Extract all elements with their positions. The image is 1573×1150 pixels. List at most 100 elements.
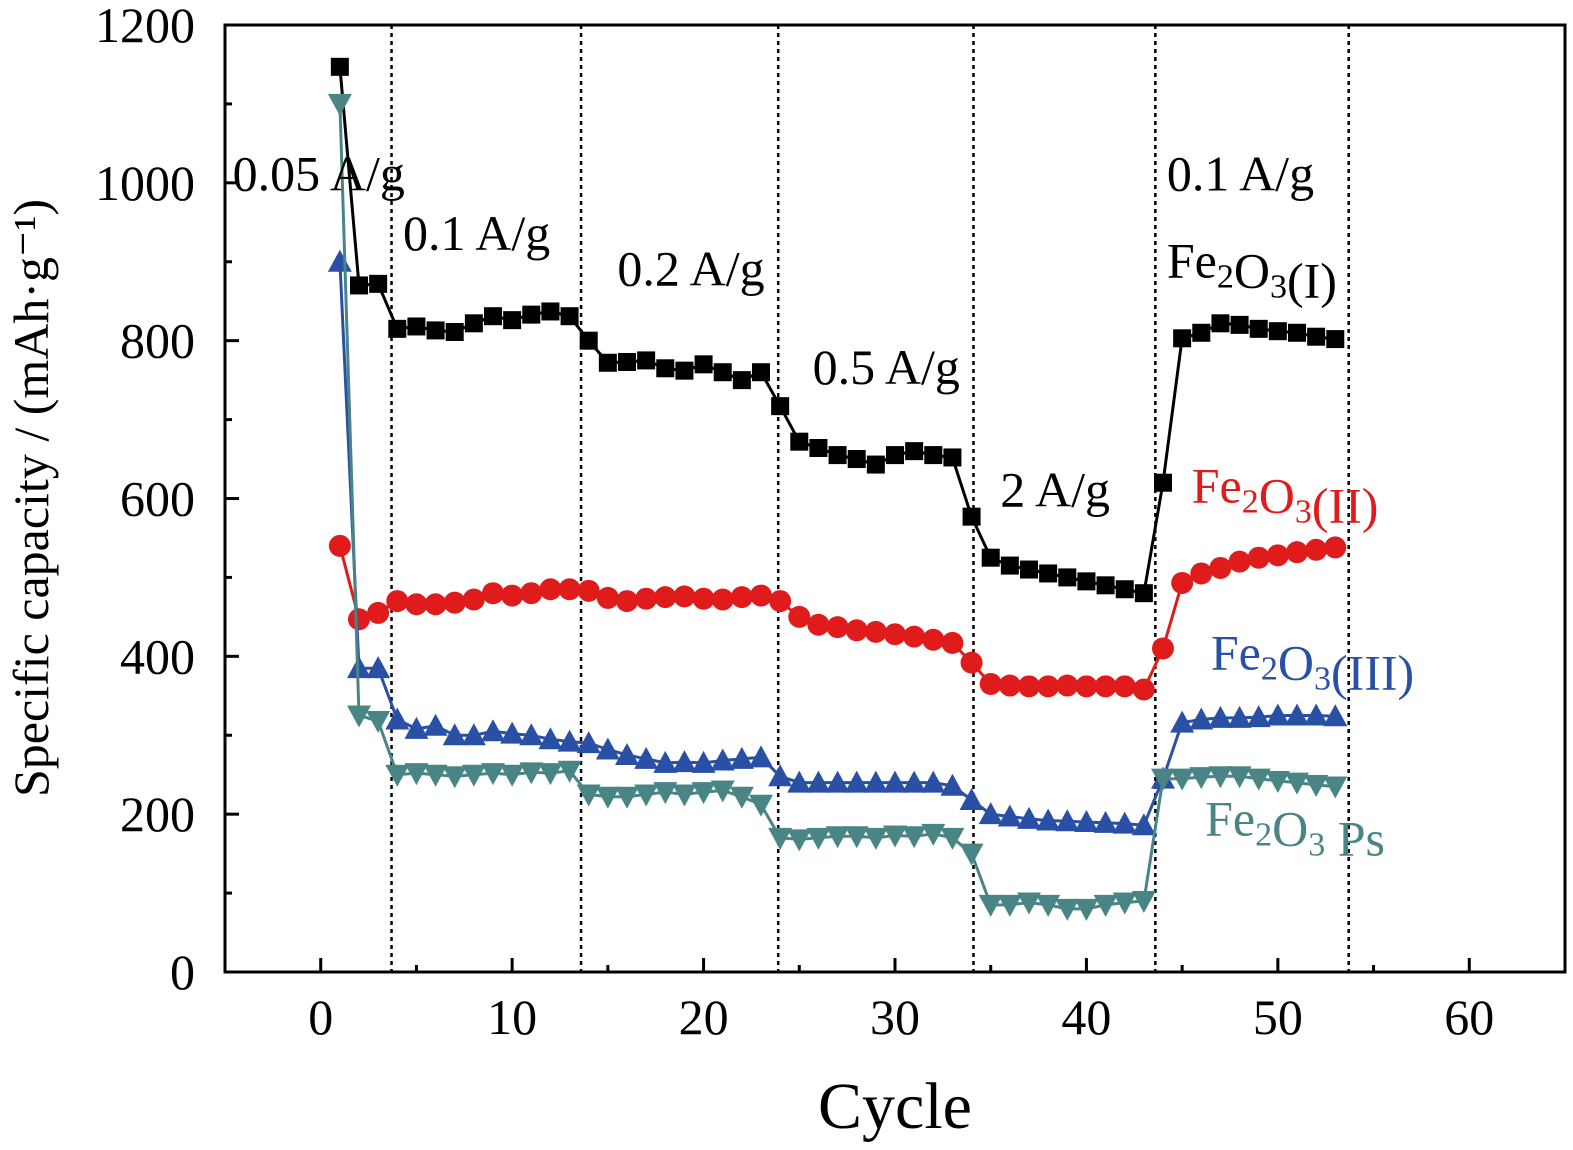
data-point [1132, 678, 1155, 701]
data-point [481, 763, 505, 786]
rate-annotation: 0.5 A/g [813, 339, 960, 395]
data-point [940, 827, 965, 850]
x-tick-label: 60 [1444, 989, 1494, 1045]
data-point [461, 764, 486, 787]
series-fe2o3-i- [330, 57, 1345, 603]
data-point [1266, 544, 1289, 567]
data-point [522, 305, 541, 324]
data-point [905, 442, 924, 461]
data-point [426, 321, 445, 340]
data-point [637, 351, 656, 370]
data-point [1190, 562, 1213, 585]
data-point [749, 745, 773, 768]
data-point [442, 723, 467, 746]
data-point [557, 729, 582, 752]
rate-annotation: 2 A/g [1000, 461, 1110, 517]
data-point [1074, 898, 1099, 921]
data-point [1265, 771, 1290, 794]
data-point [500, 721, 525, 744]
data-point [598, 353, 617, 372]
data-point [922, 628, 945, 651]
data-point [959, 843, 984, 866]
data-point [1171, 571, 1194, 594]
data-point [884, 623, 906, 646]
data-point [347, 656, 371, 679]
x-tick-label: 40 [1061, 989, 1111, 1045]
data-point [1192, 323, 1211, 342]
data-point [845, 619, 868, 642]
data-point [807, 613, 830, 636]
data-point [404, 716, 429, 739]
data-point [1074, 810, 1099, 833]
data-point [350, 276, 368, 295]
data-point [732, 371, 751, 390]
data-point [404, 763, 429, 786]
data-point [654, 586, 677, 609]
data-point [1017, 806, 1041, 829]
data-point [1170, 710, 1195, 733]
data-point [596, 586, 619, 609]
data-point [635, 587, 658, 610]
data-point [1020, 560, 1038, 579]
data-point [672, 750, 697, 773]
data-point [385, 764, 410, 787]
data-point [749, 794, 773, 817]
data-point [771, 397, 790, 416]
data-point [423, 713, 448, 736]
data-point [328, 534, 351, 557]
rate-annotation: 0.1 A/g [403, 205, 550, 261]
data-point [1304, 774, 1329, 797]
data-point [826, 616, 849, 639]
data-point [1037, 675, 1060, 698]
data-point [1093, 894, 1118, 917]
data-point [809, 438, 828, 457]
y-tick-label: 800 [120, 313, 195, 369]
y-tick-label: 1200 [95, 0, 195, 53]
data-point [560, 307, 579, 326]
data-point [673, 585, 696, 608]
data-point [1247, 546, 1270, 569]
data-point [672, 784, 697, 807]
data-point [1227, 766, 1252, 789]
data-point [866, 455, 885, 474]
data-point [388, 319, 407, 338]
x-axis-title: Cycle [818, 1070, 972, 1143]
data-point [464, 314, 483, 333]
data-point [1189, 767, 1214, 790]
data-point [538, 727, 563, 750]
y-tick-label: 1000 [95, 155, 195, 211]
data-point [1096, 576, 1115, 595]
data-point [883, 825, 907, 848]
data-point [1152, 637, 1174, 660]
data-point [618, 352, 636, 371]
data-point [943, 448, 962, 467]
data-point [844, 770, 869, 793]
series-label: Fe2O3(II) [1192, 457, 1379, 533]
data-point [825, 826, 850, 849]
y-tick-label: 200 [120, 786, 195, 842]
data-point [482, 582, 504, 605]
series-label: Fe2O3(I) [1167, 233, 1337, 309]
data-point [1285, 772, 1309, 795]
data-point [407, 317, 426, 336]
data-point [886, 446, 904, 465]
data-point [576, 784, 601, 807]
data-point [1326, 330, 1345, 349]
data-point [864, 620, 887, 643]
data-point [1018, 675, 1040, 698]
data-point [1323, 704, 1348, 727]
data-point [711, 588, 734, 611]
data-point [997, 894, 1022, 917]
data-point [691, 750, 716, 773]
data-point [443, 591, 466, 614]
data-point [1307, 327, 1326, 346]
data-point [653, 750, 678, 773]
series-label: Fe2O3 Ps [1205, 790, 1385, 866]
data-point [940, 773, 965, 796]
data-point [788, 605, 811, 628]
data-point [998, 674, 1021, 697]
data-point [1094, 675, 1117, 698]
data-point [941, 631, 964, 654]
data-point [806, 770, 831, 793]
data-point [921, 823, 946, 846]
